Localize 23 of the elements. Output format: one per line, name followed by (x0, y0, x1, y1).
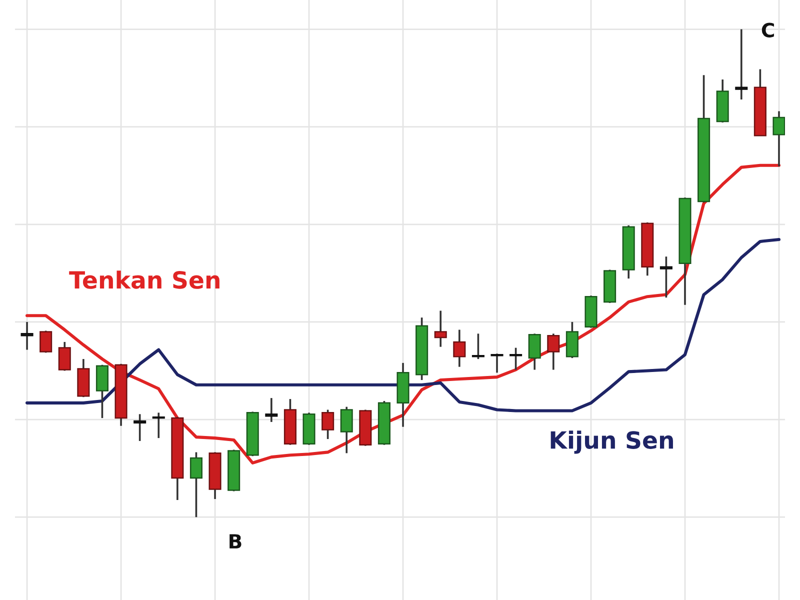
candlestick (265, 397, 278, 423)
series-label: Tenkan Sen (69, 270, 220, 289)
candlestick (434, 310, 447, 348)
candlestick (547, 332, 560, 371)
candlestick (660, 256, 672, 298)
candlestick (134, 413, 146, 442)
candlestick (472, 332, 484, 360)
candlestick (152, 412, 165, 439)
candlestick (190, 451, 202, 518)
candlestick (528, 332, 541, 371)
candlestick (490, 352, 504, 374)
candlestick (340, 406, 353, 454)
candlestick (772, 110, 785, 168)
candlestick (322, 408, 334, 440)
candlestick (510, 346, 522, 371)
candlestick (453, 328, 466, 368)
series-label: Kijun Sen (550, 430, 673, 454)
annotation: C (762, 22, 774, 38)
candlestick (40, 330, 52, 354)
candlestick (58, 341, 71, 372)
candlestick (735, 28, 748, 100)
text: B (230, 534, 242, 548)
candlestick (20, 321, 34, 351)
